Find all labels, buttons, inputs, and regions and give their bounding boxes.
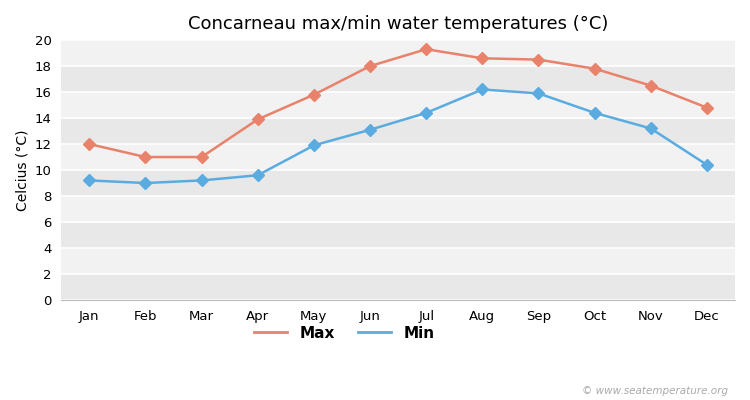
- Legend: Max, Min: Max, Min: [248, 320, 441, 347]
- Min: [478, 87, 487, 92]
- Min: [310, 143, 319, 148]
- Bar: [62, 144, 735, 170]
- Line: Min: Min: [86, 85, 711, 187]
- Min: [534, 91, 543, 96]
- Text: © www.seatemperature.org: © www.seatemperature.org: [581, 386, 728, 396]
- Max: [310, 92, 319, 97]
- Bar: [62, 66, 735, 92]
- Min: [646, 126, 656, 131]
- Max: [422, 47, 430, 52]
- Min: [254, 173, 262, 178]
- Bar: [62, 196, 735, 222]
- Min: [590, 110, 599, 115]
- Max: [590, 66, 599, 71]
- Bar: [62, 118, 735, 144]
- Min: [85, 178, 94, 183]
- Y-axis label: Celcius (°C): Celcius (°C): [15, 129, 29, 211]
- Max: [534, 57, 543, 62]
- Bar: [62, 170, 735, 196]
- Max: [141, 155, 150, 160]
- Max: [197, 155, 206, 160]
- Max: [703, 105, 712, 110]
- Bar: [62, 40, 735, 66]
- Title: Concarneau max/min water temperatures (°C): Concarneau max/min water temperatures (°…: [188, 15, 608, 33]
- Max: [478, 56, 487, 61]
- Min: [141, 181, 150, 186]
- Max: [646, 83, 656, 88]
- Max: [85, 142, 94, 146]
- Bar: [62, 248, 735, 274]
- Bar: [62, 92, 735, 118]
- Max: [254, 117, 262, 122]
- Bar: [62, 222, 735, 248]
- Max: [365, 64, 374, 68]
- Min: [703, 162, 712, 167]
- Min: [422, 110, 430, 115]
- Bar: [62, 274, 735, 300]
- Min: [197, 178, 206, 183]
- Min: [365, 127, 374, 132]
- Line: Max: Max: [86, 45, 711, 161]
